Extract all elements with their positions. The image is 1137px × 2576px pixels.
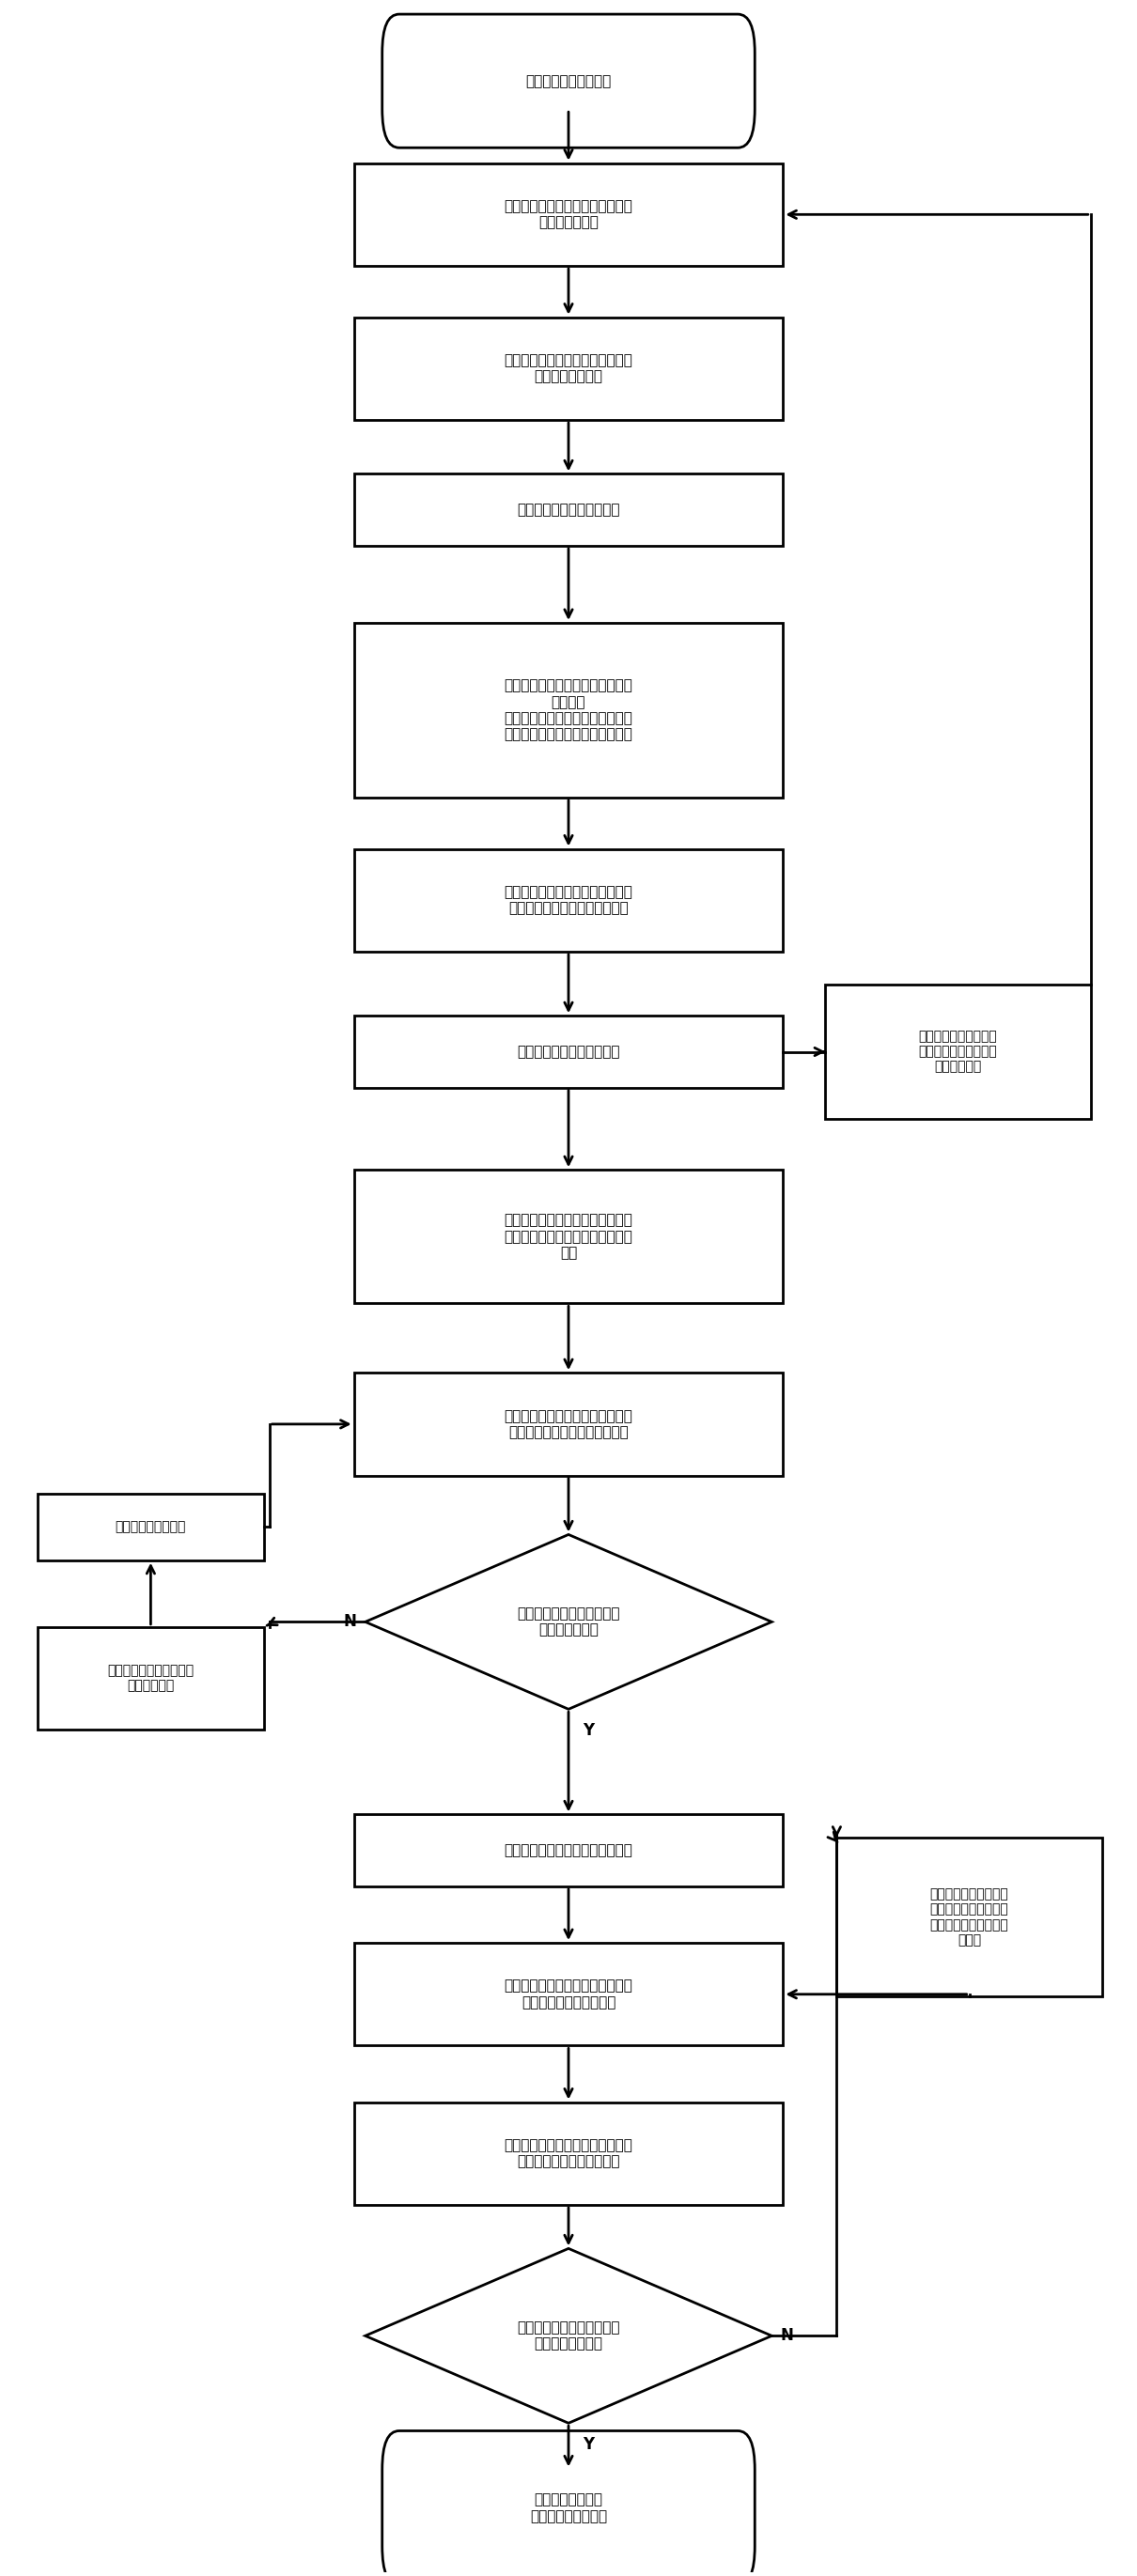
Text: 磨床工件装夹检测系统检测工件到
位，输出相应信号: 磨床工件装夹检测系统检测工件到 位，输出相应信号: [504, 353, 633, 384]
Text: 系统软件模块判断磨合量是
否满足性能要求？: 系统软件模块判断磨合量是 否满足性能要求？: [517, 2321, 620, 2352]
Bar: [825, 984, 1090, 1118]
Text: 系统开始当前工件加工: 系统开始当前工件加工: [525, 75, 612, 88]
Text: 机器人移动末端工件进行轴向装配: 机器人移动末端工件进行轴向装配: [504, 1844, 633, 1857]
Bar: [354, 623, 783, 799]
Text: Y: Y: [583, 2437, 595, 2452]
Text: 工件加工完成，磨床磨削加工系统
和自动去毛刺系统停止加工工作: 工件加工完成，磨床磨削加工系统 和自动去毛刺系统停止加工工作: [504, 886, 633, 914]
Text: 视觉相机实时检测工件位姿，传输
数据至系统工控台视觉检测模块: 视觉相机实时检测工件位姿，传输 数据至系统工控台视觉检测模块: [504, 1409, 633, 1440]
Text: 系统软件计算配所需的工
件位姿补偿量: 系统软件计算配所需的工 件位姿补偿量: [107, 1664, 194, 1692]
Text: N: N: [343, 1613, 356, 1631]
Bar: [354, 1170, 783, 1303]
Text: 机器人抓取工件，运送至磨床工件
自动装夹系统处: 机器人抓取工件，运送至磨床工件 自动装夹系统处: [504, 198, 633, 229]
FancyBboxPatch shape: [382, 15, 755, 147]
Bar: [837, 1837, 1102, 1996]
Polygon shape: [365, 1535, 772, 1710]
Bar: [354, 2102, 783, 2205]
Polygon shape: [365, 2249, 772, 2424]
Bar: [354, 317, 783, 420]
Text: 机器人调节末端位姿: 机器人调节末端位姿: [115, 1520, 186, 1533]
Text: 机器人卸下工件，
系统完成本工件加工: 机器人卸下工件， 系统完成本工件加工: [530, 2494, 607, 2522]
Text: 磨床工件自动装夹机构打开: 磨床工件自动装夹机构打开: [517, 1046, 620, 1059]
Text: 电液伺服阀计算机气动
配磨测试台伺服阀自动
装夹机构打开: 电液伺服阀计算机气动 配磨测试台伺服阀自动 装夹机构打开: [919, 1030, 997, 1074]
Text: 系统软件判断工件位姿是否
满足装配要求？: 系统软件判断工件位姿是否 满足装配要求？: [517, 1607, 620, 1638]
Text: 磨床工件自动装夹机构工作: 磨床工件自动装夹机构工作: [517, 502, 620, 518]
Bar: [354, 474, 783, 546]
Text: 机器人抓取工件，运送至电液伺服
阀计算机气动配磨测试台自动装配
系统: 机器人抓取工件，运送至电液伺服 阀计算机气动配磨测试台自动装配 系统: [504, 1213, 633, 1260]
Bar: [354, 1942, 783, 2045]
Text: 根据当前磨合量数据，
系统工控操作台系统软
件模块计算下一轮磨削
进给量: 根据当前磨合量数据， 系统工控操作台系统软 件模块计算下一轮磨削 进给量: [930, 1888, 1009, 1947]
Text: Y: Y: [583, 1721, 595, 1739]
Bar: [354, 1814, 783, 1886]
Bar: [38, 1494, 264, 1561]
Text: 电液伺服阀计算机气动配磨测试台
伺服阀磨合量检测系统工作: 电液伺服阀计算机气动配磨测试台 伺服阀磨合量检测系统工作: [504, 2138, 633, 2169]
FancyBboxPatch shape: [382, 2432, 755, 2576]
Bar: [354, 1373, 783, 1476]
Text: 电液伺服阀计算机气动配磨测试台
伺服阀自动装夹机构工作: 电液伺服阀计算机气动配磨测试台 伺服阀自动装夹机构工作: [504, 1978, 633, 2009]
Bar: [38, 1628, 264, 1728]
Bar: [354, 162, 783, 265]
Bar: [354, 850, 783, 951]
Text: 磨床磨削加工系统和自动去毛刺系
统工作；
系统工控操作台的磨床控制模块与
阀芯同步磨削去毛刺磨床实时通信: 磨床磨削加工系统和自动去毛刺系 统工作； 系统工控操作台的磨床控制模块与 阀芯同…: [504, 677, 633, 742]
Bar: [354, 1015, 783, 1087]
Text: N: N: [781, 2326, 794, 2344]
